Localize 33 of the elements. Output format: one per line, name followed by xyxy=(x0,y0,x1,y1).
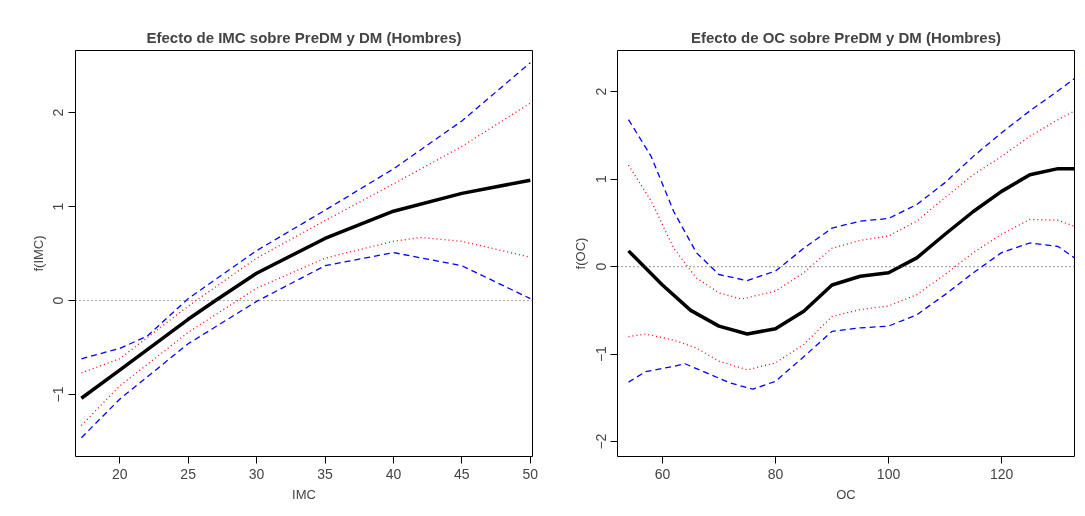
x-tick-label: 40 xyxy=(385,465,402,482)
line-series xyxy=(80,102,531,374)
y-tick-label: −1 xyxy=(50,386,67,403)
x-tick-label: 120 xyxy=(989,465,1014,482)
line-series xyxy=(626,166,1075,336)
x-tick-label: 20 xyxy=(111,465,128,482)
y-tick-label: −1 xyxy=(592,345,609,363)
y-tick-label: 0 xyxy=(50,296,67,305)
y-tick-label: 0 xyxy=(592,262,609,271)
x-axis-title: OC xyxy=(836,486,856,502)
line-series xyxy=(627,218,1075,371)
y-tick-label: 1 xyxy=(592,175,609,184)
y-axis-title: f(OC) xyxy=(572,237,588,270)
x-tick-label: 60 xyxy=(654,465,671,482)
y-tick-label: 1 xyxy=(50,202,67,211)
y-tick-label: 2 xyxy=(50,108,67,117)
x-tick-label: 80 xyxy=(767,465,784,482)
x-axis-title: IMC xyxy=(292,486,316,502)
x-tick-label: 25 xyxy=(180,465,197,482)
y-tick-label: 2 xyxy=(592,87,609,96)
line-series xyxy=(627,110,1075,300)
line-series xyxy=(627,242,1075,390)
y-axis-title: f(IMC) xyxy=(30,235,46,272)
x-tick-label: 100 xyxy=(876,465,901,482)
chart-title: Efecto de IMC sobre PreDM y DM (Hombres) xyxy=(146,28,462,46)
y-tick-label: −2 xyxy=(592,433,609,450)
x-tick-label: 30 xyxy=(248,465,265,482)
x-tick-label: 45 xyxy=(454,465,470,482)
x-tick-label: 35 xyxy=(317,465,334,482)
line-series xyxy=(627,77,1075,282)
line-series xyxy=(80,62,531,360)
x-tick-label: 50 xyxy=(522,465,539,482)
chart-title: Efecto de OC sobre PreDM y DM (Hombres) xyxy=(690,28,1002,46)
